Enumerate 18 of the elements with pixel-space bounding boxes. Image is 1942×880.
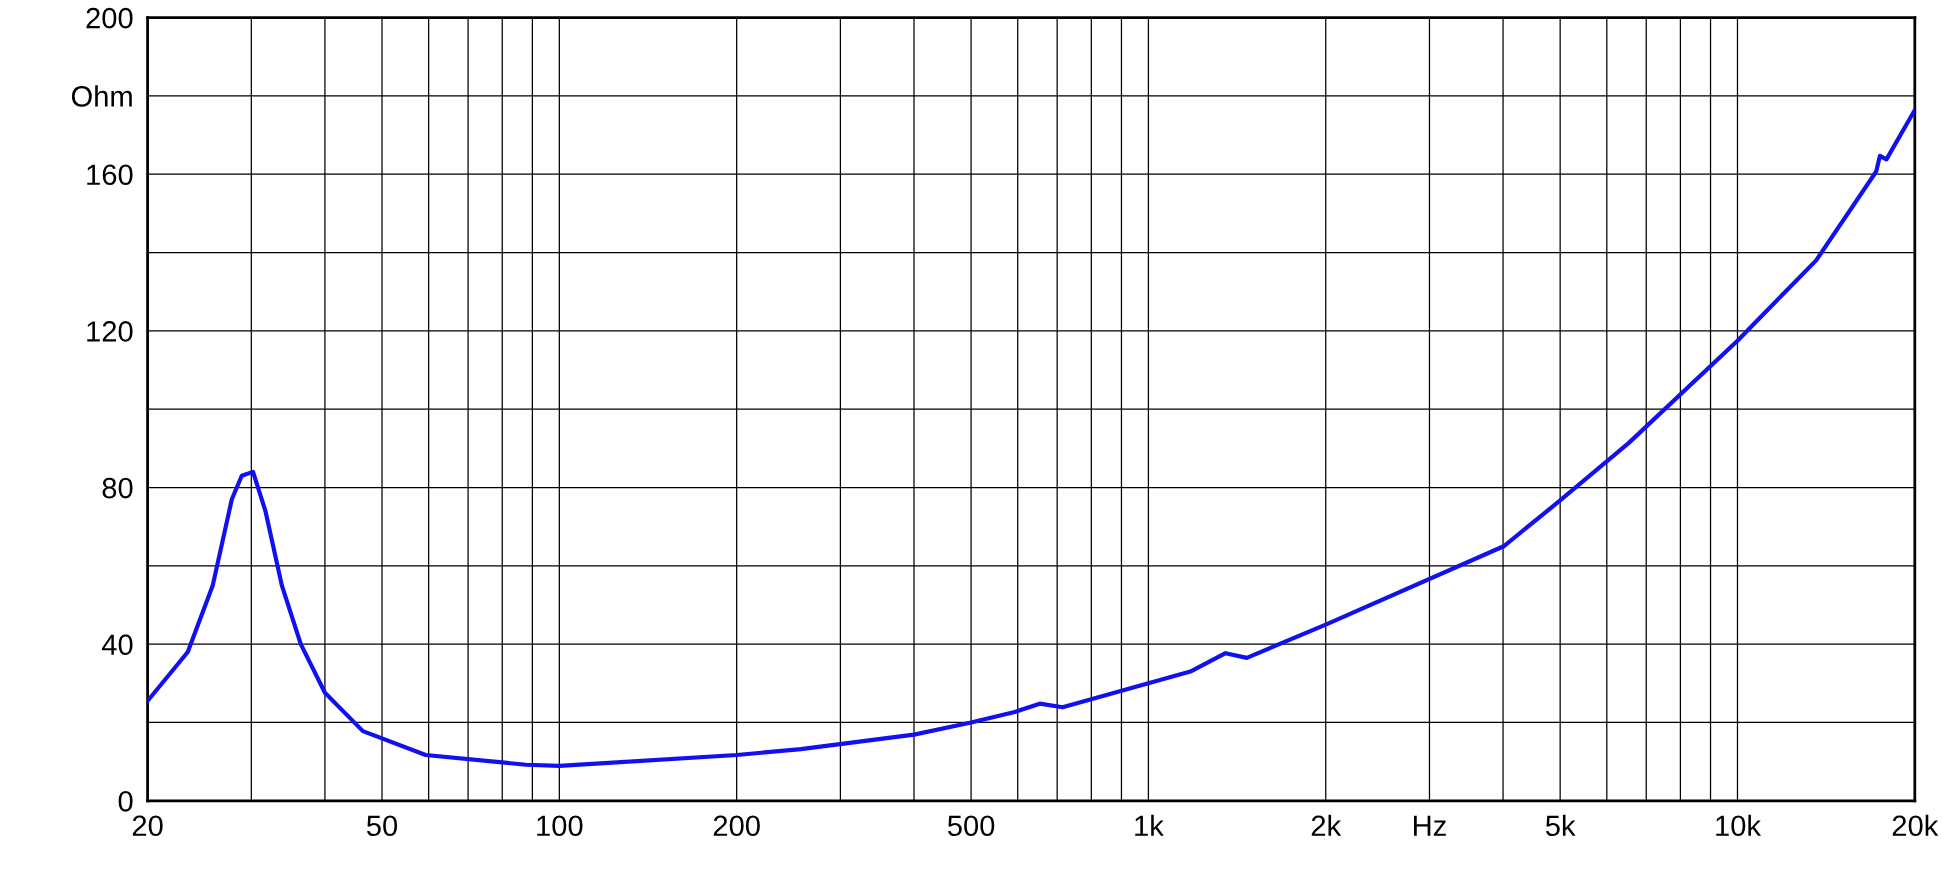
x-tick-label: 10k [1716,814,1762,837]
x-tick-label: 500 [947,815,995,837]
x-tick-label: Hz [1414,815,1446,836]
y-tick-label: 160 [87,164,133,186]
y-tick-label: 120 [87,321,133,342]
x-tick-label: 2k [1311,814,1342,836]
x-tick-label: 5k [1545,814,1576,837]
y-tick-label: 80 [102,477,133,499]
x-tick-label: 50 [366,815,398,837]
x-tick-label: 20k [1892,814,1939,837]
y-tick-label: 40 [101,634,133,656]
y-tick-label: Ohm [71,85,132,107]
x-tick-label: 20 [132,815,163,837]
x-tick-label: 100 [537,815,583,837]
y-tick-label: 200 [86,7,133,29]
y-tick-label: 0 [118,791,133,812]
x-tick-label: 200 [713,815,760,837]
x-tick-label: 1k [1135,814,1164,836]
